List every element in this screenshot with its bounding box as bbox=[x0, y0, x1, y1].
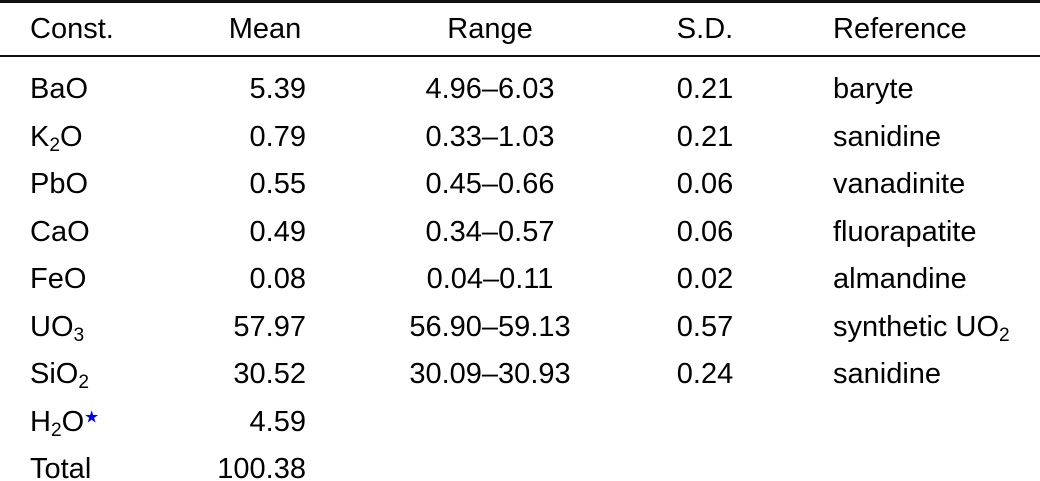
reference-cell bbox=[770, 399, 1040, 447]
table-row: BaO 5.39 4.96–6.03 0.21 baryte bbox=[0, 56, 1040, 114]
sd-cell: 0.21 bbox=[676, 73, 734, 106]
column-header-const: Const. bbox=[0, 0, 190, 57]
subscript: 2 bbox=[999, 324, 1010, 346]
const-cell: FeO bbox=[30, 263, 87, 296]
table-row: UO3 57.97 56.90–59.13 0.57 synthetic UO2 bbox=[0, 304, 1040, 352]
table-row: Total 100.38 bbox=[0, 446, 1040, 481]
mean-cell: 5.39 bbox=[249, 73, 306, 106]
table-body: BaO 5.39 4.96–6.03 0.21 baryte K2O 0.79 0.33–1.… bbox=[0, 56, 1040, 481]
sd-cell: 0.06 bbox=[676, 215, 734, 248]
sd-cell bbox=[640, 399, 770, 447]
mean-cell: 100.38 bbox=[190, 446, 340, 481]
sd-cell: 0.57 bbox=[676, 310, 734, 343]
mean-cell: 0.79 bbox=[249, 120, 306, 153]
const-cell: CaO bbox=[30, 215, 90, 248]
range-cell: 0.34–0.57 bbox=[425, 215, 555, 248]
sd-cell: 0.02 bbox=[676, 263, 734, 296]
column-header-sd: S.D. bbox=[640, 0, 770, 57]
mean-cell: 0.55 bbox=[249, 168, 306, 201]
table-row: PbO 0.55 0.45–0.66 0.06 vanadinite bbox=[0, 161, 1040, 209]
const-cell: UO3 bbox=[30, 310, 85, 346]
const-cell: SiO2 bbox=[30, 358, 89, 394]
range-cell: 0.04–0.11 bbox=[426, 263, 554, 296]
reference-cell: fluorapatite bbox=[833, 215, 977, 248]
mean-cell: 0.08 bbox=[249, 263, 306, 296]
column-header-range: Range bbox=[340, 0, 640, 57]
table-row: SiO2 30.52 30.09–30.93 0.24 sanidine bbox=[0, 351, 1040, 399]
table-row: H2O★ 4.59 bbox=[0, 399, 1040, 447]
footnote-star-link[interactable]: ★ bbox=[84, 406, 100, 427]
column-header-mean: Mean bbox=[190, 0, 340, 57]
reference-cell: baryte bbox=[833, 73, 914, 106]
const-cell: K2O bbox=[30, 120, 83, 156]
sd-cell: 0.24 bbox=[676, 358, 734, 391]
const-cell: H2O★ bbox=[30, 405, 100, 441]
reference-cell: sanidine bbox=[833, 120, 942, 153]
header-row: Const. Mean Range S.D. Reference bbox=[0, 0, 1040, 57]
reference-cell: vanadinite bbox=[833, 168, 966, 201]
subscript: 3 bbox=[73, 324, 85, 346]
reference-cell: sanidine bbox=[833, 358, 942, 391]
subscript: 2 bbox=[49, 134, 60, 156]
reference-cell bbox=[770, 446, 1040, 481]
const-cell: Total bbox=[0, 446, 190, 481]
range-cell: 30.09–30.93 bbox=[409, 358, 571, 391]
mean-cell: 4.59 bbox=[249, 405, 306, 438]
const-cell: PbO bbox=[30, 168, 89, 201]
table-header: Const. Mean Range S.D. Reference bbox=[0, 0, 1040, 57]
range-cell: 4.96–6.03 bbox=[425, 73, 555, 106]
range-cell bbox=[340, 399, 640, 447]
const-cell: BaO bbox=[30, 73, 89, 106]
range-cell bbox=[340, 446, 640, 481]
range-cell: 56.90–59.13 bbox=[409, 310, 571, 343]
mean-cell: 0.49 bbox=[249, 215, 306, 248]
sd-cell bbox=[640, 446, 770, 481]
mean-cell: 30.52 bbox=[233, 358, 306, 391]
sd-cell: 0.21 bbox=[676, 120, 734, 153]
range-cell: 0.33–1.03 bbox=[425, 120, 555, 153]
column-header-reference: Reference bbox=[770, 0, 1040, 57]
subscript: 2 bbox=[78, 372, 89, 394]
reference-cell: synthetic UO2 bbox=[833, 310, 1010, 346]
range-cell: 0.45–0.66 bbox=[425, 168, 555, 201]
mean-cell: 57.97 bbox=[233, 310, 306, 343]
sd-cell: 0.06 bbox=[676, 168, 734, 201]
table-row: CaO 0.49 0.34–0.57 0.06 fluorapatite bbox=[0, 209, 1040, 257]
table-row: FeO 0.08 0.04–0.11 0.02 almandine bbox=[0, 256, 1040, 304]
table-row: K2O 0.79 0.33–1.03 0.21 sanidine bbox=[0, 114, 1040, 162]
reference-cell: almandine bbox=[833, 263, 967, 296]
subscript: 2 bbox=[50, 419, 62, 441]
